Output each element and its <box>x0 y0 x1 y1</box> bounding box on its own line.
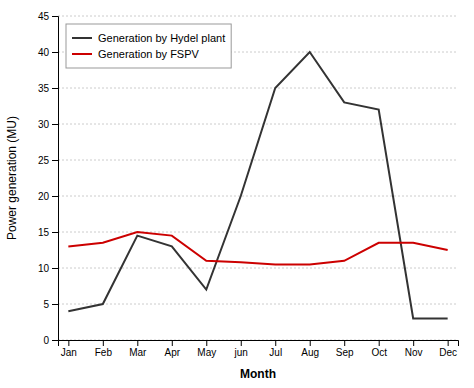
y-tick: 0 <box>43 335 58 346</box>
grid-line <box>58 196 458 197</box>
y-axis-title: Power generation (MU) <box>5 116 19 240</box>
x-tick: Nov <box>405 340 423 358</box>
tick-label: Apr <box>165 347 181 358</box>
grid-line <box>58 124 458 125</box>
axis-domain <box>59 341 459 347</box>
plot: Jan Feb Mar Apr May jun Jul Aug Sep Oct Nov Dec 0 5 10… <box>38 11 459 358</box>
tick-label: Feb <box>95 347 113 358</box>
y-tick: 10 <box>38 263 58 274</box>
series-line <box>68 52 447 318</box>
x-tick: Apr <box>165 340 181 358</box>
tick-label: Jul <box>269 347 282 358</box>
x-tick: Sep <box>336 340 354 358</box>
legend-item: Generation by Hydel plant <box>72 32 225 44</box>
grid-line <box>58 304 458 305</box>
tick-mark <box>448 340 449 346</box>
tick-label: Dec <box>439 347 457 358</box>
tick-mark <box>275 340 276 346</box>
x-axis-title: Month <box>240 367 276 381</box>
axis-domain <box>52 17 59 341</box>
tick-mark <box>52 124 58 125</box>
tick-mark <box>241 340 242 346</box>
tick-label: Sep <box>336 347 354 358</box>
tick-label: 5 <box>43 299 49 310</box>
series-line <box>68 232 447 264</box>
tick-mark <box>52 160 58 161</box>
legend-item: Generation by FSPV <box>72 48 200 60</box>
tick-mark <box>310 340 311 346</box>
tick-label: Mar <box>129 347 147 358</box>
tick-mark <box>52 304 58 305</box>
y-tick: 20 <box>38 191 58 202</box>
x-tick: Mar <box>129 340 147 358</box>
tick-mark <box>52 268 58 269</box>
tick-mark <box>68 340 69 346</box>
tick-mark <box>52 232 58 233</box>
tick-mark <box>52 16 58 17</box>
tick-label: 0 <box>43 335 49 346</box>
y-tick: 30 <box>38 119 58 130</box>
tick-label: Jan <box>61 347 77 358</box>
tick-label: 20 <box>38 191 50 202</box>
x-tick: Jul <box>269 340 282 358</box>
x-axis: Jan Feb Mar Apr May jun Jul Aug Sep Oct Nov Dec <box>59 340 459 358</box>
tick-mark <box>103 340 104 346</box>
grid-line <box>58 160 458 161</box>
y-tick: 35 <box>38 83 58 94</box>
legend-label: Generation by FSPV <box>98 48 200 60</box>
tick-label: 45 <box>38 11 50 22</box>
y-tick: 40 <box>38 47 58 58</box>
legend-box <box>66 24 231 68</box>
tick-label: jun <box>234 347 248 358</box>
x-tick: jun <box>234 340 248 358</box>
tick-label: Nov <box>405 347 423 358</box>
tick-mark <box>137 340 138 346</box>
x-tick: Feb <box>95 340 113 358</box>
tick-label: 35 <box>38 83 50 94</box>
x-tick: May <box>197 340 216 358</box>
y-tick: 5 <box>43 299 58 310</box>
tick-mark <box>172 340 173 346</box>
legend-swatch <box>72 53 92 55</box>
grid-line <box>58 16 458 17</box>
y-tick: 15 <box>38 227 58 238</box>
y-tick: 45 <box>38 11 58 22</box>
legend-swatch <box>72 37 92 39</box>
tick-label: 10 <box>38 263 50 274</box>
x-tick: Dec <box>439 340 457 358</box>
series-group <box>68 52 447 318</box>
tick-mark <box>52 340 58 341</box>
tick-label: Oct <box>371 347 387 358</box>
x-tick: Aug <box>301 340 319 358</box>
y-tick: 25 <box>38 155 58 166</box>
tick-mark <box>344 340 345 346</box>
legend-label: Generation by Hydel plant <box>98 32 225 44</box>
x-tick: Jan <box>61 340 77 358</box>
y-axis: 0 5 10 15 20 25 30 35 40 45 <box>38 11 59 346</box>
tick-mark <box>413 340 414 346</box>
tick-label: 15 <box>38 227 50 238</box>
tick-mark <box>379 340 380 346</box>
x-tick: Oct <box>371 340 387 358</box>
tick-mark <box>52 196 58 197</box>
chart: Jan Feb Mar Apr May jun Jul Aug Sep Oct Nov Dec 0 5 10… <box>0 0 474 388</box>
tick-mark <box>206 340 207 346</box>
tick-label: 40 <box>38 47 50 58</box>
tick-label: 25 <box>38 155 50 166</box>
tick-label: May <box>197 347 216 358</box>
tick-label: Aug <box>301 347 319 358</box>
tick-mark <box>52 88 58 89</box>
grid-line <box>58 88 458 89</box>
grid <box>58 16 458 340</box>
tick-label: 30 <box>38 119 50 130</box>
grid-line <box>58 268 458 269</box>
tick-mark <box>52 52 58 53</box>
legend: Generation by Hydel plant Generation by F… <box>66 24 231 68</box>
